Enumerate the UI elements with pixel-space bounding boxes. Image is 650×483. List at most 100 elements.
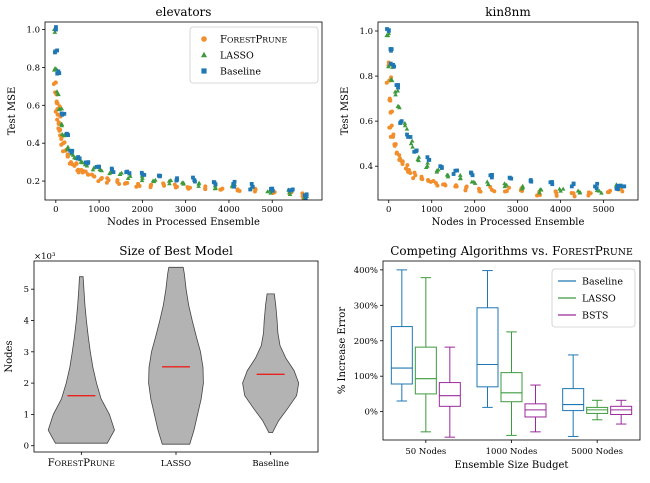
- legend-label: LASSO: [582, 294, 616, 305]
- small-caps-glyph: R: [90, 459, 97, 468]
- data-point: [504, 182, 509, 187]
- data-point: [388, 61, 393, 66]
- data-point: [435, 183, 440, 188]
- violin-body: [242, 293, 300, 433]
- y-axis-label: Nodes: [4, 340, 15, 372]
- small-caps-glyph: S: [245, 36, 250, 45]
- data-point: [89, 172, 94, 177]
- small-caps-glyph: O: [55, 459, 61, 468]
- y-tick-label: 0%: [365, 408, 379, 418]
- x-tick-label: 4000: [550, 205, 572, 215]
- data-point: [458, 175, 463, 180]
- box: [414, 346, 437, 395]
- legend-box: [189, 26, 319, 84]
- data-point: [402, 123, 408, 128]
- data-point: [384, 33, 390, 38]
- data-point: [404, 126, 410, 131]
- y-tick-label: 0.6: [26, 101, 40, 111]
- data-point: [575, 188, 581, 193]
- data-point: [84, 163, 90, 168]
- data-point: [393, 92, 398, 97]
- data-point: [57, 104, 62, 109]
- data-point: [55, 71, 60, 76]
- data-point: [104, 180, 109, 185]
- data-point: [389, 47, 394, 51]
- chart-title: elevators: [156, 5, 212, 19]
- data-point: [265, 189, 270, 194]
- data-point: [196, 180, 202, 185]
- data-point: [231, 182, 236, 186]
- data-point: [80, 160, 85, 165]
- x-tick-label: 3000: [175, 205, 197, 215]
- data-point: [59, 137, 64, 142]
- data-point: [53, 109, 58, 114]
- x-tick-label: 3000: [507, 205, 529, 215]
- data-point: [213, 182, 218, 187]
- data-point: [74, 161, 79, 166]
- data-point: [388, 125, 393, 130]
- series-Baseline: [53, 25, 309, 200]
- data-point: [54, 89, 60, 94]
- data-point: [391, 132, 396, 137]
- y-tick-label: 2: [24, 379, 29, 389]
- data-point: [303, 196, 308, 200]
- data-point: [396, 85, 400, 90]
- series-LASSO: [384, 30, 621, 195]
- data-point: [94, 164, 99, 169]
- data-point: [75, 156, 80, 161]
- small-caps-glyph: N: [618, 247, 626, 258]
- data-point: [489, 175, 494, 180]
- data-point: [457, 172, 463, 177]
- data-point: [398, 120, 403, 125]
- data-point: [548, 180, 553, 185]
- y-tick-label: 200%: [354, 337, 378, 347]
- data-point: [405, 132, 409, 137]
- data-point: [83, 160, 88, 165]
- x-tick-label: 4000: [218, 205, 240, 215]
- data-point: [86, 172, 91, 177]
- data-point: [463, 188, 468, 193]
- data-point: [287, 188, 292, 193]
- data-point: [412, 170, 417, 175]
- axes-frame-0: [44, 21, 323, 201]
- data-point: [394, 151, 399, 156]
- data-point: [287, 192, 293, 197]
- data-point: [290, 187, 295, 192]
- box-plot: 50 Nodes 1000 Nodes 5000 Nodes 0% 100% 200% 30…: [337, 244, 636, 471]
- x-tick-label: 1000: [88, 205, 110, 215]
- data-point: [520, 183, 525, 188]
- small-caps-glyph: T: [78, 459, 84, 468]
- data-point: [400, 159, 405, 164]
- data-point: [65, 132, 70, 137]
- y-axis-label: Test MSE: [340, 87, 351, 136]
- data-point: [571, 181, 576, 186]
- data-point: [537, 190, 542, 195]
- data-point: [569, 184, 574, 189]
- data-point: [425, 155, 430, 160]
- data-point: [268, 190, 273, 195]
- data-point: [439, 166, 444, 170]
- x-axis-label: Nodes in Processed Ensemble: [432, 217, 585, 228]
- legend: Baseline LASSO BSTS: [551, 268, 636, 328]
- data-point: [185, 185, 190, 190]
- data-point: [270, 188, 275, 193]
- data-point: [384, 80, 389, 85]
- x-tick-label: 2000: [464, 205, 486, 215]
- data-point: [599, 190, 604, 195]
- x-tick-label: FORESTPRUNE: [48, 458, 116, 469]
- x-tick-label: 5000: [261, 205, 283, 215]
- data-point: [213, 185, 219, 190]
- data-point: [168, 178, 174, 183]
- data-point: [109, 166, 114, 171]
- data-point: [96, 179, 101, 184]
- data-point: [59, 111, 64, 116]
- data-point: [557, 186, 562, 191]
- data-point: [520, 185, 526, 190]
- data-point: [608, 188, 613, 193]
- data-point: [62, 140, 67, 145]
- data-point: [55, 117, 60, 122]
- data-point: [139, 170, 144, 175]
- y-tick-label: 1.0: [26, 26, 40, 36]
- y-tick-label: 0.2: [26, 177, 40, 187]
- data-point: [615, 183, 620, 188]
